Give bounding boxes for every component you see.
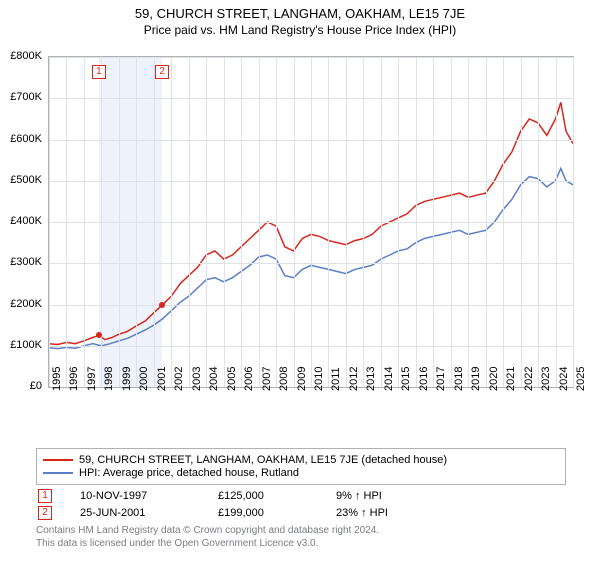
x-axis-label: 2017 <box>435 367 447 391</box>
x-axis-label: 2020 <box>488 367 500 391</box>
x-axis-label: 2004 <box>208 367 220 391</box>
y-axis-label: £400K <box>10 215 42 227</box>
x-axis-label: 1995 <box>51 367 63 391</box>
x-axis-label: 2003 <box>191 367 203 391</box>
x-axis-label: 2024 <box>558 367 570 391</box>
x-axis-label: 2006 <box>243 367 255 391</box>
legend-area: 59, CHURCH STREET, LANGHAM, OAKHAM, LE15… <box>36 448 566 550</box>
y-axis-label: £600K <box>10 133 42 145</box>
sale-date: 25-JUN-2001 <box>80 507 190 519</box>
legend-swatch-1 <box>43 459 73 461</box>
chart-area: 12 £0£100K£200K£300K£400K£500K£600K£700K… <box>48 56 572 416</box>
x-axis-label: 2015 <box>400 367 412 391</box>
sale-dot-2 <box>159 302 165 308</box>
legend-row-series1: 59, CHURCH STREET, LANGHAM, OAKHAM, LE15… <box>43 454 559 466</box>
x-axis-label: 2007 <box>261 367 273 391</box>
y-axis-label: £200K <box>10 298 42 310</box>
x-axis-label: 2013 <box>365 367 377 391</box>
plot-region: 12 <box>48 56 574 388</box>
y-axis-label: £800K <box>10 50 42 62</box>
x-axis-label: 2023 <box>540 367 552 391</box>
x-axis-label: 2022 <box>523 367 535 391</box>
sale-dot-1 <box>96 332 102 338</box>
y-axis-label: £300K <box>10 256 42 268</box>
y-axis-label: £500K <box>10 174 42 186</box>
x-axis-label: 2011 <box>330 367 342 391</box>
x-axis-label: 2000 <box>138 367 150 391</box>
x-axis-label: 2012 <box>348 367 360 391</box>
x-axis-label: 2002 <box>173 367 185 391</box>
legend-label-1: 59, CHURCH STREET, LANGHAM, OAKHAM, LE15… <box>79 454 447 466</box>
legend-frame: 59, CHURCH STREET, LANGHAM, OAKHAM, LE15… <box>36 448 566 485</box>
sale-row-marker: 2 <box>38 506 52 520</box>
y-axis-label: £0 <box>30 380 42 392</box>
x-axis-label: 2001 <box>156 367 168 391</box>
sale-pct: 9% ↑ HPI <box>336 490 382 502</box>
x-axis-label: 1997 <box>86 367 98 391</box>
chart-title: 59, CHURCH STREET, LANGHAM, OAKHAM, LE15… <box>0 6 600 21</box>
y-axis-label: £700K <box>10 91 42 103</box>
x-axis-label: 2005 <box>226 367 238 391</box>
sale-detail-row: 1 10-NOV-1997 £125,000 9% ↑ HPI <box>38 489 566 503</box>
x-axis-label: 2016 <box>418 367 430 391</box>
x-axis-label: 1996 <box>68 367 80 391</box>
x-axis-label: 2019 <box>470 367 482 391</box>
sale-pct: 23% ↑ HPI <box>336 507 388 519</box>
x-axis-label: 2021 <box>505 367 517 391</box>
sale-detail-row: 2 25-JUN-2001 £199,000 23% ↑ HPI <box>38 506 566 520</box>
x-axis-label: 2018 <box>453 367 465 391</box>
sale-marker-1: 1 <box>92 65 106 79</box>
legend-row-series2: HPI: Average price, detached house, Rutl… <box>43 467 559 479</box>
sale-date: 10-NOV-1997 <box>80 490 190 502</box>
sale-row-marker: 1 <box>38 489 52 503</box>
footnote: Contains HM Land Registry data © Crown c… <box>36 524 566 550</box>
sale-price: £199,000 <box>218 507 308 519</box>
x-axis-label: 2014 <box>383 367 395 391</box>
legend-swatch-2 <box>43 472 73 474</box>
y-axis-label: £100K <box>10 339 42 351</box>
x-axis-label: 1999 <box>121 367 133 391</box>
legend-label-2: HPI: Average price, detached house, Rutl… <box>79 467 299 479</box>
sale-price: £125,000 <box>218 490 308 502</box>
x-axis-label: 2025 <box>575 367 587 391</box>
x-axis-label: 1998 <box>103 367 115 391</box>
x-axis-label: 2010 <box>313 367 325 391</box>
sale-marker-2: 2 <box>155 65 169 79</box>
x-axis-label: 2008 <box>278 367 290 391</box>
chart-subtitle: Price paid vs. HM Land Registry's House … <box>0 23 600 37</box>
x-axis-label: 2009 <box>296 367 308 391</box>
